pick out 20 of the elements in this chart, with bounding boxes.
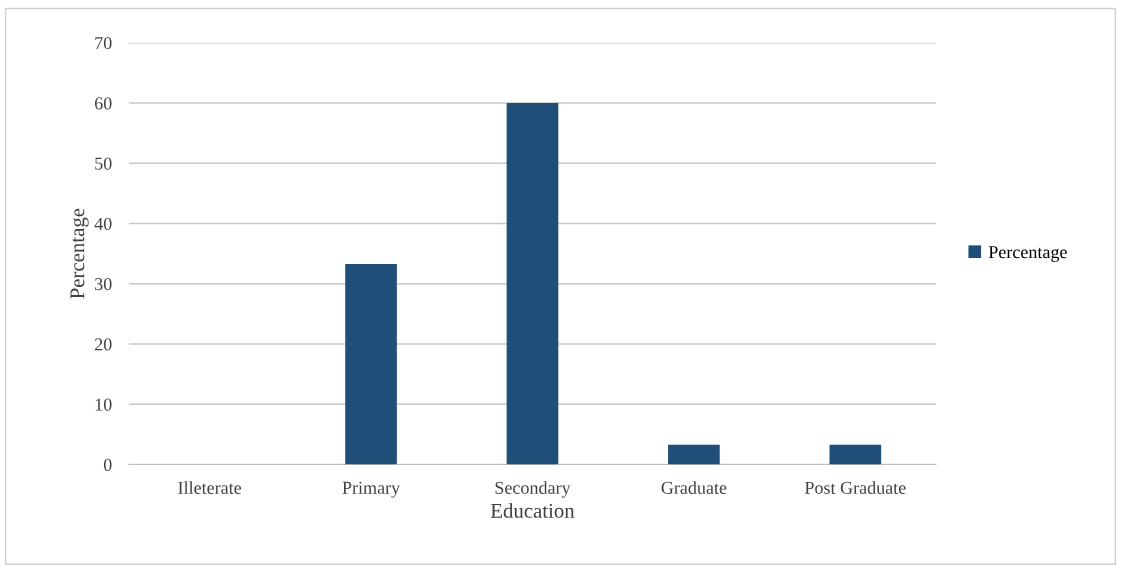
y-axis-title: Percentage bbox=[70, 208, 89, 299]
y-tick-label: 50 bbox=[95, 157, 112, 170]
y-tick-label: 20 bbox=[94, 338, 112, 351]
y-tick-label: 10 bbox=[95, 398, 112, 411]
bar bbox=[345, 263, 397, 465]
x-tick-label: Post Graduate bbox=[804, 481, 906, 494]
legend-label: Percentage bbox=[988, 246, 1067, 262]
x-tick-label: Primary bbox=[342, 481, 401, 498]
x-tick-label: Secondary bbox=[495, 481, 571, 498]
y-tick-label: 30 bbox=[95, 278, 112, 291]
y-tick-label: 40 bbox=[94, 217, 112, 230]
bar bbox=[829, 444, 882, 465]
bar bbox=[668, 444, 720, 465]
x-tick-label: Graduate bbox=[661, 481, 727, 494]
x-tick-label: Illeterate bbox=[178, 481, 242, 494]
y-tick-label: 0 bbox=[103, 458, 112, 471]
y-tick-label: 70 bbox=[95, 37, 112, 50]
x-axis-title: Education bbox=[490, 503, 575, 518]
y-tick-label: 60 bbox=[94, 97, 112, 110]
bar bbox=[506, 103, 559, 465]
